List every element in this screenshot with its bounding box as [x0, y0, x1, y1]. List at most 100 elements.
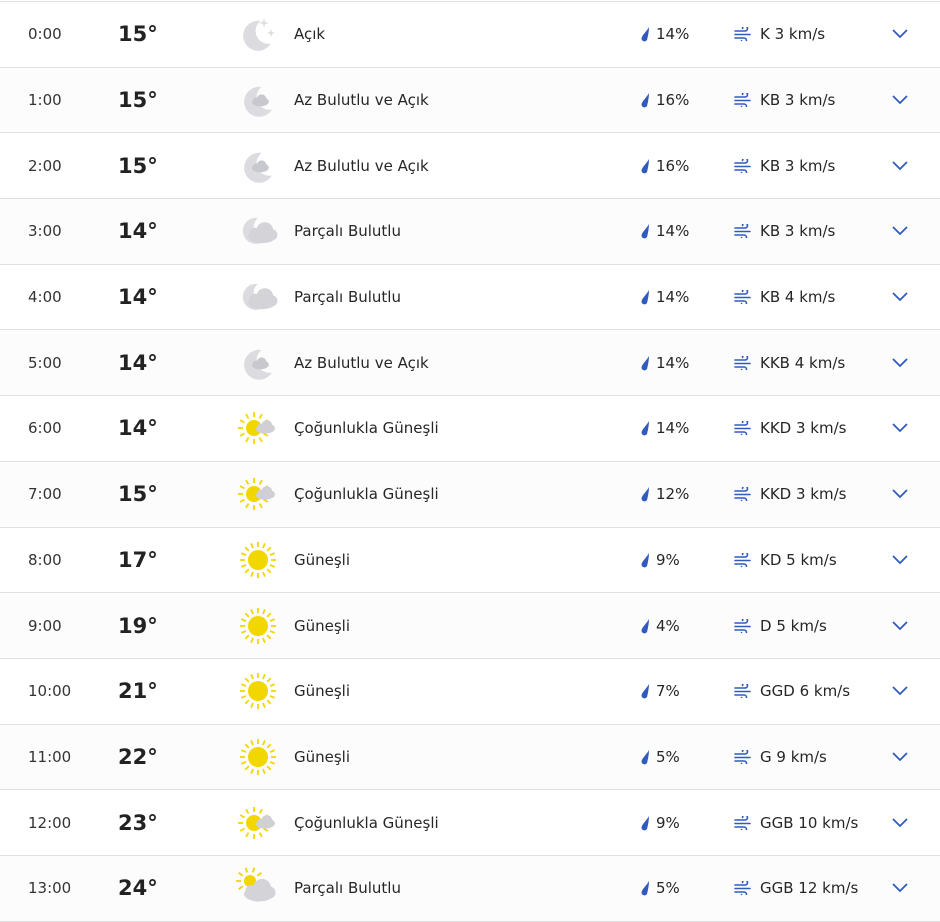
- temperature: 14°: [118, 219, 158, 244]
- wind-icon: [734, 684, 751, 699]
- condition-label: Güneşli: [294, 616, 351, 635]
- chevron-down-icon[interactable]: [890, 27, 910, 41]
- condition-label: Güneşli: [294, 682, 351, 701]
- mostly-sunny-icon: [238, 478, 275, 511]
- hour-label: 9:00: [28, 616, 62, 635]
- chevron-down-icon[interactable]: [890, 750, 910, 764]
- wind-value: KKD 3 km/s: [760, 485, 847, 504]
- chevron-down-icon[interactable]: [890, 881, 910, 895]
- wind-icon: [734, 421, 751, 436]
- wind-value: KKD 3 km/s: [760, 419, 847, 438]
- precipitation-value: 4%: [656, 616, 680, 635]
- forecast-row[interactable]: 11:00 22° Güneşli 5% G 9 km/s: [0, 724, 940, 791]
- precipitation-value: 7%: [656, 682, 680, 701]
- chevron-down-icon[interactable]: [890, 159, 910, 173]
- forecast-row[interactable]: 6:00 14° Çoğunlukla Güneşli 14% KKD 3 km…: [0, 396, 940, 462]
- wind-icon: [734, 749, 751, 764]
- precipitation: 14%: [640, 288, 689, 306]
- wind-value: GGB 10 km/s: [760, 813, 859, 832]
- precipitation: 16%: [640, 91, 689, 109]
- chevron-down-icon[interactable]: [890, 224, 910, 238]
- temperature: 14°: [118, 350, 158, 375]
- partly-cloudy-day-icon: [236, 867, 276, 902]
- forecast-row[interactable]: 4:00 14° Parçalı Bulutlu 14% KB 4 km/s: [0, 264, 940, 331]
- forecast-row[interactable]: 5:00 14° Az Bulutlu ve Açık 14% KKB 4 km…: [0, 330, 940, 397]
- condition-label: Güneşli: [294, 550, 351, 569]
- chevron-down-icon[interactable]: [890, 421, 910, 435]
- mostly-clear-night-icon: [244, 152, 272, 183]
- temperature: 17°: [118, 547, 158, 572]
- precipitation-value: 5%: [656, 879, 680, 898]
- mostly-clear-night-icon: [244, 86, 272, 117]
- forecast-row[interactable]: 10:00 21° Güneşli 7% GGD 6 km/s: [0, 658, 940, 725]
- wind-icon: [734, 93, 751, 108]
- precipitation-value: 14%: [656, 222, 690, 241]
- wind: GGB 12 km/s: [734, 879, 858, 897]
- wind-icon: [734, 158, 751, 173]
- wind: K 3 km/s: [734, 25, 825, 43]
- forecast-row[interactable]: 13:00 24° Parçalı Bulutlu 5% GGB 12 km/s: [0, 855, 940, 922]
- wind-value: G 9 km/s: [760, 747, 827, 766]
- wind-value: KB 3 km/s: [760, 156, 836, 175]
- wind-icon: [734, 224, 751, 239]
- temperature: 14°: [118, 416, 158, 441]
- sunny-icon: [240, 738, 276, 775]
- forecast-row[interactable]: 8:00 17° Güneşli 9% KD 5 km/s: [0, 527, 940, 594]
- raindrop-icon: [641, 815, 649, 830]
- wind: KB 4 km/s: [734, 288, 835, 306]
- forecast-row[interactable]: 7:00 15° Çoğunlukla Güneşli 12% KKD 3 km…: [0, 461, 940, 528]
- chevron-down-icon[interactable]: [890, 290, 910, 304]
- raindrop-icon: [641, 290, 649, 305]
- raindrop-icon: [641, 684, 649, 699]
- wind-value: GGD 6 km/s: [760, 682, 851, 701]
- forecast-row[interactable]: 3:00 14° Parçalı Bulutlu 14% KB 3 km/s: [0, 199, 940, 265]
- raindrop-icon: [641, 355, 649, 371]
- partly-cloudy-night-icon: [242, 283, 278, 310]
- precipitation: 14%: [640, 419, 689, 437]
- forecast-row[interactable]: 9:00 19° Güneşli 4% D 5 km/s: [0, 593, 940, 659]
- chevron-down-icon[interactable]: [890, 553, 910, 567]
- temperature: 15°: [118, 153, 158, 178]
- chevron-down-icon[interactable]: [890, 684, 910, 698]
- forecast-row[interactable]: 2:00 15° Az Bulutlu ve Açık 16% KB 3 km/…: [0, 133, 940, 200]
- hour-label: 3:00: [28, 222, 62, 241]
- chevron-down-icon[interactable]: [890, 487, 910, 501]
- precipitation-value: 14%: [656, 25, 690, 44]
- precipitation: 5%: [640, 748, 680, 766]
- wind-icon: [734, 27, 751, 42]
- precipitation-value: 9%: [656, 813, 680, 832]
- temperature: 14°: [118, 285, 158, 310]
- chevron-down-icon[interactable]: [890, 816, 910, 830]
- wind: KB 3 km/s: [734, 222, 835, 240]
- precipitation-value: 16%: [656, 156, 690, 175]
- wind-value: D 5 km/s: [760, 616, 827, 635]
- condition-label: Az Bulutlu ve Açık: [294, 353, 429, 372]
- condition-label: Açık: [294, 25, 326, 44]
- chevron-down-icon[interactable]: [890, 93, 910, 107]
- condition-label: Parçalı Bulutlu: [294, 288, 401, 307]
- wind-value: KB 3 km/s: [760, 91, 836, 110]
- forecast-row[interactable]: 0:00 15° Açık 14% K 3 km/s: [0, 2, 940, 68]
- wind-icon: [734, 881, 751, 896]
- precipitation: 9%: [640, 551, 680, 569]
- forecast-row[interactable]: 12:00 23° Çoğunlukla Güneşli 9% GGB 10 k…: [0, 790, 940, 856]
- hour-label: 5:00: [28, 353, 62, 372]
- condition-label: Az Bulutlu ve Açık: [294, 156, 429, 175]
- condition-label: Az Bulutlu ve Açık: [294, 91, 429, 110]
- wind: D 5 km/s: [734, 617, 827, 635]
- mostly-sunny-icon: [238, 412, 275, 445]
- wind: KKB 4 km/s: [734, 354, 845, 372]
- wind: KB 3 km/s: [734, 91, 835, 109]
- raindrop-icon: [641, 27, 649, 42]
- partly-cloudy-night-icon: [242, 218, 278, 245]
- precipitation: 5%: [640, 879, 680, 897]
- chevron-down-icon[interactable]: [890, 356, 910, 370]
- forecast-row[interactable]: 1:00 15° Az Bulutlu ve Açık 16% KB 3 km/…: [0, 67, 940, 134]
- hour-label: 1:00: [28, 91, 62, 110]
- chevron-down-icon[interactable]: [890, 619, 910, 633]
- wind-icon: [734, 815, 751, 830]
- wind-value: K 3 km/s: [760, 25, 826, 44]
- hour-label: 12:00: [28, 813, 72, 832]
- condition-label: Çoğunlukla Güneşli: [294, 813, 439, 832]
- raindrop-icon: [641, 749, 649, 765]
